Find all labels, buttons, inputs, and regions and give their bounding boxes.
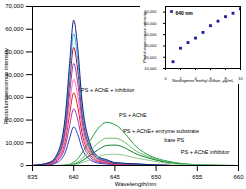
svg-text:650: 650: [151, 174, 162, 180]
svg-text:0: 0: [20, 162, 24, 168]
svg-text:60,000: 60,000: [144, 9, 157, 15]
svg-text:30,000: 30,000: [144, 43, 157, 49]
svg-text:635: 635: [27, 174, 38, 180]
svg-text:PS + AChE: PS + AChE: [119, 112, 147, 118]
svg-text:640: 640: [69, 174, 80, 180]
svg-text:655: 655: [192, 174, 203, 180]
svg-text:30,000: 30,000: [5, 94, 24, 101]
svg-text:10,000: 10,000: [5, 140, 24, 146]
svg-text:PS + AChE + inhibitor: PS + AChE + inhibitor: [81, 87, 134, 93]
svg-text:40,000: 40,000: [144, 32, 157, 37]
svg-text:70,000: 70,000: [5, 3, 24, 9]
svg-text:640 nm: 640 nm: [176, 10, 194, 16]
svg-text:0: 0: [164, 76, 167, 81]
svg-text:20,000: 20,000: [5, 117, 24, 123]
svg-text:Neostigmine methyl sulfate, μg: Neostigmine methyl sulfate, μg/mL: [172, 78, 234, 83]
svg-text:10,000: 10,000: [144, 66, 157, 71]
svg-text:660: 660: [233, 174, 244, 180]
svg-text:50,000: 50,000: [144, 20, 157, 26]
svg-text:bare PS: bare PS: [164, 137, 184, 143]
svg-text:60,000: 60,000: [5, 26, 24, 32]
svg-text:Wavelength/nm: Wavelength/nm: [115, 181, 156, 187]
svg-text:10: 10: [238, 76, 243, 81]
svg-text:50,000: 50,000: [5, 48, 24, 55]
svg-text:20,000: 20,000: [144, 54, 157, 60]
svg-text:PS + AChE+ enzyme substrate: PS + AChE+ enzyme substrate: [123, 128, 199, 134]
svg-text:Photoluminescence intensity: Photoluminescence intensity: [3, 48, 9, 124]
svg-text:645: 645: [110, 174, 121, 180]
svg-text:40,000: 40,000: [5, 71, 24, 78]
svg-text:Photoluminescence intensity: Photoluminescence intensity: [142, 12, 147, 63]
svg-text:PS + AChE inhibitor: PS + AChE inhibitor: [181, 149, 230, 155]
